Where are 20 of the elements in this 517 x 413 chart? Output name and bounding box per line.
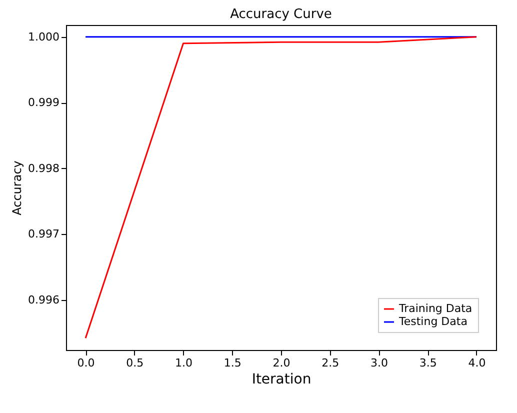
y-tick-label: 1.000 <box>28 30 60 44</box>
y-axis-title: Accuracy <box>10 160 24 216</box>
x-axis-title: Iteration <box>252 372 312 388</box>
y-tick-label: 0.997 <box>28 228 60 241</box>
y-tick-label: 0.996 <box>28 294 60 306</box>
x-tick-label: 2.5 <box>322 356 340 370</box>
x-tick-label: 3.5 <box>419 356 437 370</box>
x-tick-label: 1.5 <box>224 356 242 370</box>
x-tick-label: 4.0 <box>468 356 486 370</box>
x-tick-label: 1.0 <box>175 356 193 370</box>
y-tick-label: 0.998 <box>28 162 60 175</box>
legend-label: Training Data <box>398 302 472 315</box>
x-tick-label: 0.5 <box>126 356 144 370</box>
x-tick-label: 0.0 <box>77 356 95 370</box>
legend-label: Testing Data <box>398 315 468 328</box>
x-tick-label: 3.0 <box>370 356 388 370</box>
y-tick-label: 0.999 <box>28 96 60 110</box>
line-series <box>84 36 478 339</box>
chart-title: Accuracy Curve <box>230 7 332 22</box>
x-tick-label: 2.0 <box>272 356 290 370</box>
